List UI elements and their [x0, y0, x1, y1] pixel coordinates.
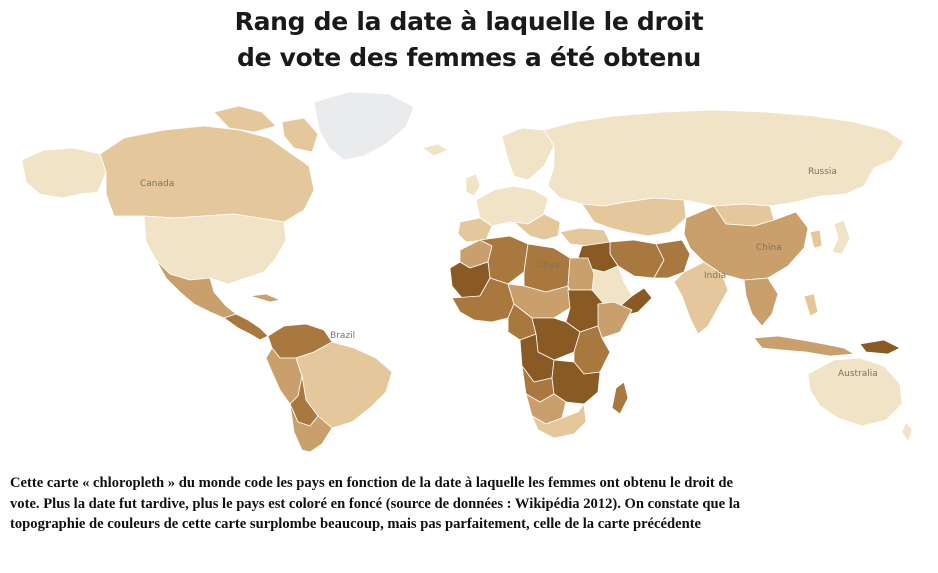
label-russia: Russia [808, 167, 837, 177]
choropleth-world-map: Canada Russia China India Libya Brazil A… [21, 91, 913, 452]
label-china: China [756, 243, 782, 253]
philippines [803, 293, 819, 317]
map-caption: Cette carte « chloropleth » du monde cod… [10, 473, 932, 535]
alaska [21, 147, 107, 199]
scandinavia [501, 127, 555, 181]
ethiopia-horn [597, 301, 633, 339]
greenland [313, 91, 415, 161]
baffin-island [281, 117, 319, 153]
southeast-asia [743, 277, 779, 327]
label-india: India [704, 271, 726, 281]
afghanistan-pakistan [653, 239, 691, 279]
india [673, 261, 729, 335]
caption-line-1: Cette carte « chloropleth » du monde cod… [10, 475, 734, 491]
argentina [289, 403, 333, 452]
russia [543, 109, 905, 207]
australia [807, 357, 903, 427]
caption-line-2: vote. Plus la date fut tardive, plus le … [10, 495, 741, 512]
japan [831, 219, 851, 255]
arctic-islands [213, 105, 277, 133]
map-title: Rang de la date à laquelle le droit de v… [0, 4, 938, 76]
papua [859, 339, 901, 355]
madagascar [611, 381, 629, 415]
china [683, 205, 809, 281]
label-brazil: Brazil [330, 331, 355, 341]
canada [99, 125, 315, 223]
label-libya: Libya [536, 261, 560, 271]
south-africa [531, 403, 587, 439]
label-canada: Canada [140, 179, 174, 189]
title-line-2: de vote des femmes a été obtenu [237, 43, 701, 72]
indonesia [753, 335, 855, 357]
title-line-1: Rang de la date à laquelle le droit [234, 7, 704, 36]
central-asia [581, 197, 687, 237]
korea [809, 229, 823, 249]
central-america [223, 313, 269, 341]
egypt [567, 257, 595, 291]
united-kingdom [465, 173, 481, 197]
iceland [421, 143, 449, 157]
label-australia: Australia [838, 369, 878, 379]
new-zealand [901, 421, 913, 443]
balkans [513, 213, 561, 241]
cuba [249, 293, 281, 303]
caption-line-3: topographie de couleurs de cette carte s… [10, 516, 702, 532]
